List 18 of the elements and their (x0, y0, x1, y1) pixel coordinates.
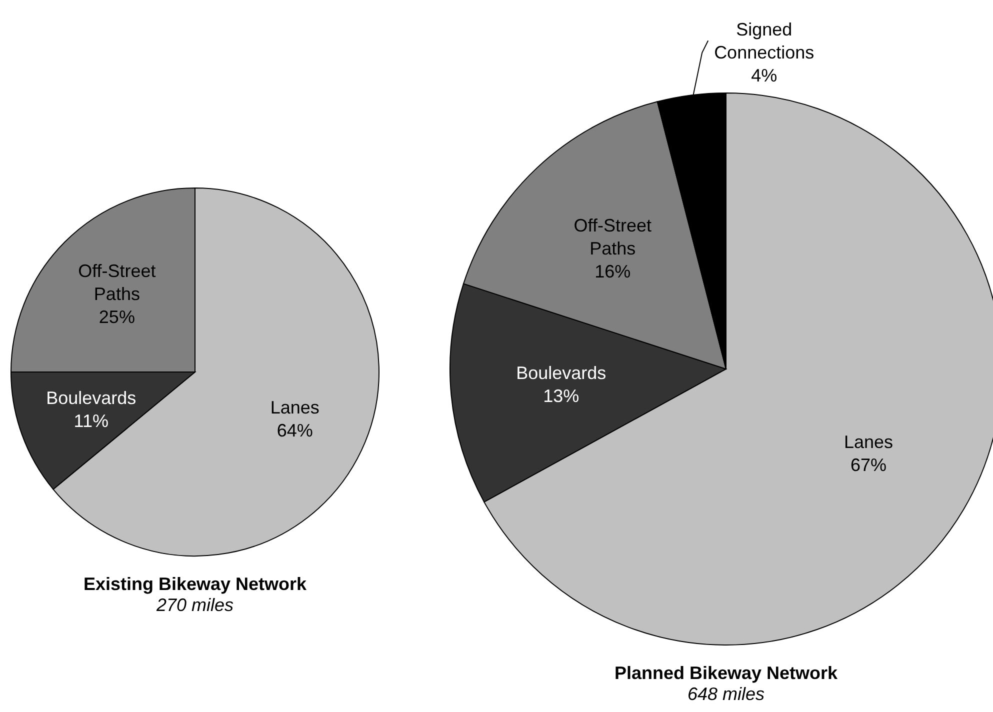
text: 648 miles (687, 684, 765, 704)
slice-label: Lanes (270, 398, 320, 418)
data-label: 67% (850, 454, 887, 475)
text: 270 miles (155, 595, 234, 615)
slice-label: Off-Street Paths (574, 215, 652, 258)
slice-label: Boulevards (516, 363, 606, 384)
data-label: 25% (98, 306, 135, 327)
data-label: 13% (543, 386, 580, 406)
text: Planned Bikeway Network (614, 663, 839, 683)
slice-label: Lanes (844, 432, 894, 452)
text: Existing Bikeway Network (83, 574, 308, 594)
data-label: 4% (751, 66, 778, 86)
slice-label: Boulevards (46, 388, 136, 408)
slice-label: Signed Connections (714, 20, 814, 63)
data-label: 16% (594, 261, 631, 282)
slice-label: Off-Street Paths (78, 260, 156, 304)
data-label: 11% (74, 410, 108, 431)
data-label: 64% (276, 420, 313, 441)
